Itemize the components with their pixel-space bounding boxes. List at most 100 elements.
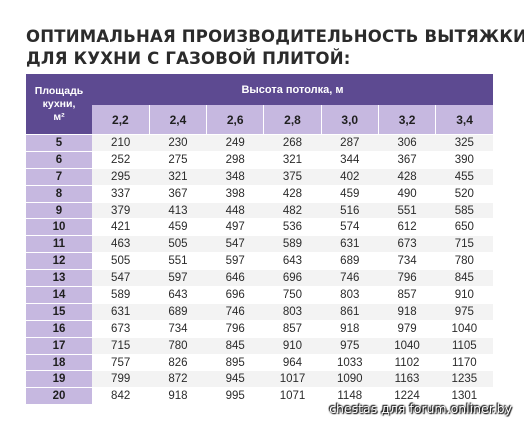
area-cell: 11: [26, 235, 92, 253]
table-row: 13 547 597 646 696 746 796 845: [26, 269, 493, 287]
height-header-cell: 2,4: [148, 105, 207, 135]
value-cell: 1148: [321, 387, 379, 405]
height-header-cell: 3,2: [377, 105, 436, 135]
value-cell: 646: [206, 269, 264, 287]
ceiling-height-header: Высота потолка, м: [92, 74, 493, 105]
value-cell: 796: [206, 319, 264, 338]
table-row: 17 715 780 845 910 975 1040 1105: [26, 336, 493, 355]
value-cell: 1301: [435, 387, 493, 405]
value-cell: 650: [435, 218, 493, 236]
value-cell: 780: [435, 252, 493, 270]
value-cell: 861: [321, 302, 379, 321]
value-cell: 1102: [378, 353, 436, 371]
area-cell: 17: [26, 336, 92, 355]
value-cell: 780: [149, 336, 207, 355]
table-row: 15 631 689 746 803 861 918 975: [26, 302, 493, 321]
value-cell: 459: [149, 218, 207, 236]
value-cell: 551: [378, 201, 436, 219]
table-header: Площадь кухни, м² Высота потолка, м 2,2 2…: [26, 74, 493, 135]
value-cell: 643: [149, 286, 207, 304]
value-cell: 375: [263, 167, 322, 186]
value-cell: 857: [378, 286, 436, 304]
value-cell: 413: [149, 201, 207, 219]
value-cell: 918: [378, 302, 436, 321]
value-cell: 826: [149, 353, 207, 371]
table-row: 8 337 367 398 428 459 490 520: [26, 184, 493, 203]
value-cell: 845: [206, 336, 264, 355]
area-cell: 14: [26, 286, 92, 304]
value-cell: 589: [92, 286, 150, 304]
table-row: 5 210 230 249 268 287 306 325: [26, 134, 493, 152]
value-cell: 918: [321, 319, 379, 338]
value-cell: 746: [206, 302, 264, 321]
value-cell: 379: [92, 201, 150, 219]
value-cell: 516: [321, 201, 379, 219]
value-cell: 673: [378, 235, 436, 253]
value-cell: 463: [92, 235, 150, 253]
area-cell: 16: [26, 319, 92, 338]
value-cell: 551: [149, 252, 207, 270]
value-cell: 945: [206, 370, 264, 388]
value-cell: 547: [206, 235, 264, 253]
value-cell: 689: [321, 252, 379, 270]
height-values-row: 2,2 2,4 2,6 2,8 3,0 3,2 3,4: [26, 105, 493, 135]
value-cell: 589: [263, 235, 322, 253]
table-row: 18 757 826 895 964 1033 1102 1170: [26, 353, 493, 371]
value-cell: 428: [378, 167, 436, 186]
height-header-cell: 3,0: [320, 105, 379, 135]
value-cell: 612: [378, 218, 436, 236]
table-body: 5 210 230 249 268 287 306 325 6 252 275 298 321 344 36…: [26, 134, 493, 405]
area-cell: 7: [26, 167, 92, 186]
value-cell: 1071: [263, 387, 322, 405]
value-cell: 321: [263, 150, 322, 169]
value-cell: 715: [435, 235, 493, 253]
value-cell: 975: [435, 302, 493, 321]
height-header-cell: 2,2: [92, 105, 150, 135]
value-cell: 872: [149, 370, 207, 388]
area-cell: 5: [26, 134, 92, 152]
area-cell: 12: [26, 252, 92, 270]
value-cell: 497: [206, 218, 264, 236]
value-cell: 643: [263, 252, 322, 270]
table-row: 12 505 551 597 643 689 734 780: [26, 252, 493, 270]
value-cell: 631: [321, 235, 379, 253]
value-cell: 421: [92, 218, 150, 236]
table-row: 16 673 734 796 857 918 979 1040: [26, 319, 493, 338]
value-cell: 803: [321, 286, 379, 304]
area-header-line-1: Площадь: [34, 84, 84, 97]
value-cell: 428: [263, 184, 322, 203]
table-row: 6 252 275 298 321 344 367 390: [26, 150, 493, 169]
area-header-line-2: кухни,: [42, 97, 76, 110]
value-cell: 520: [435, 184, 493, 203]
table-row: 14 589 643 696 750 803 857 910: [26, 286, 493, 304]
value-cell: 1090: [321, 370, 379, 388]
value-cell: 448: [206, 201, 264, 219]
value-cell: 995: [206, 387, 264, 405]
table-row: 11 463 505 547 589 631 673 715: [26, 235, 493, 253]
value-cell: 1224: [378, 387, 436, 405]
value-cell: 1105: [435, 336, 493, 355]
height-header-cell: 2,6: [206, 105, 264, 135]
area-cell: 20: [26, 387, 92, 405]
value-cell: 803: [263, 302, 322, 321]
area-cell: 18: [26, 353, 92, 371]
value-cell: 799: [92, 370, 150, 388]
value-cell: 734: [378, 252, 436, 270]
value-cell: 1235: [435, 370, 493, 388]
area-cell: 8: [26, 184, 92, 203]
table-row: 19 799 872 945 1017 1090 1163 1235: [26, 370, 493, 388]
value-cell: 597: [206, 252, 264, 270]
value-cell: 348: [206, 167, 264, 186]
title-line-2: ДЛЯ КУХНИ С ГАЗОВОЙ ПЛИТОЙ:: [26, 49, 351, 68]
page-title: ОПТИМАЛЬНАЯ ПРОИЗВОДИТЕЛЬНОСТЬ ВЫТЯЖКИ Д…: [26, 26, 524, 70]
value-cell: 631: [92, 302, 150, 321]
title-line-1: ОПТИМАЛЬНАЯ ПРОИЗВОДИТЕЛЬНОСТЬ ВЫТЯЖКИ: [26, 27, 524, 46]
value-cell: 459: [321, 184, 379, 203]
value-cell: 673: [92, 319, 150, 338]
value-cell: 230: [149, 134, 207, 152]
value-cell: 367: [149, 184, 207, 203]
value-cell: 845: [435, 269, 493, 287]
value-cell: 585: [435, 201, 493, 219]
height-header-cell: 2,8: [263, 105, 322, 135]
value-cell: 910: [263, 336, 322, 355]
